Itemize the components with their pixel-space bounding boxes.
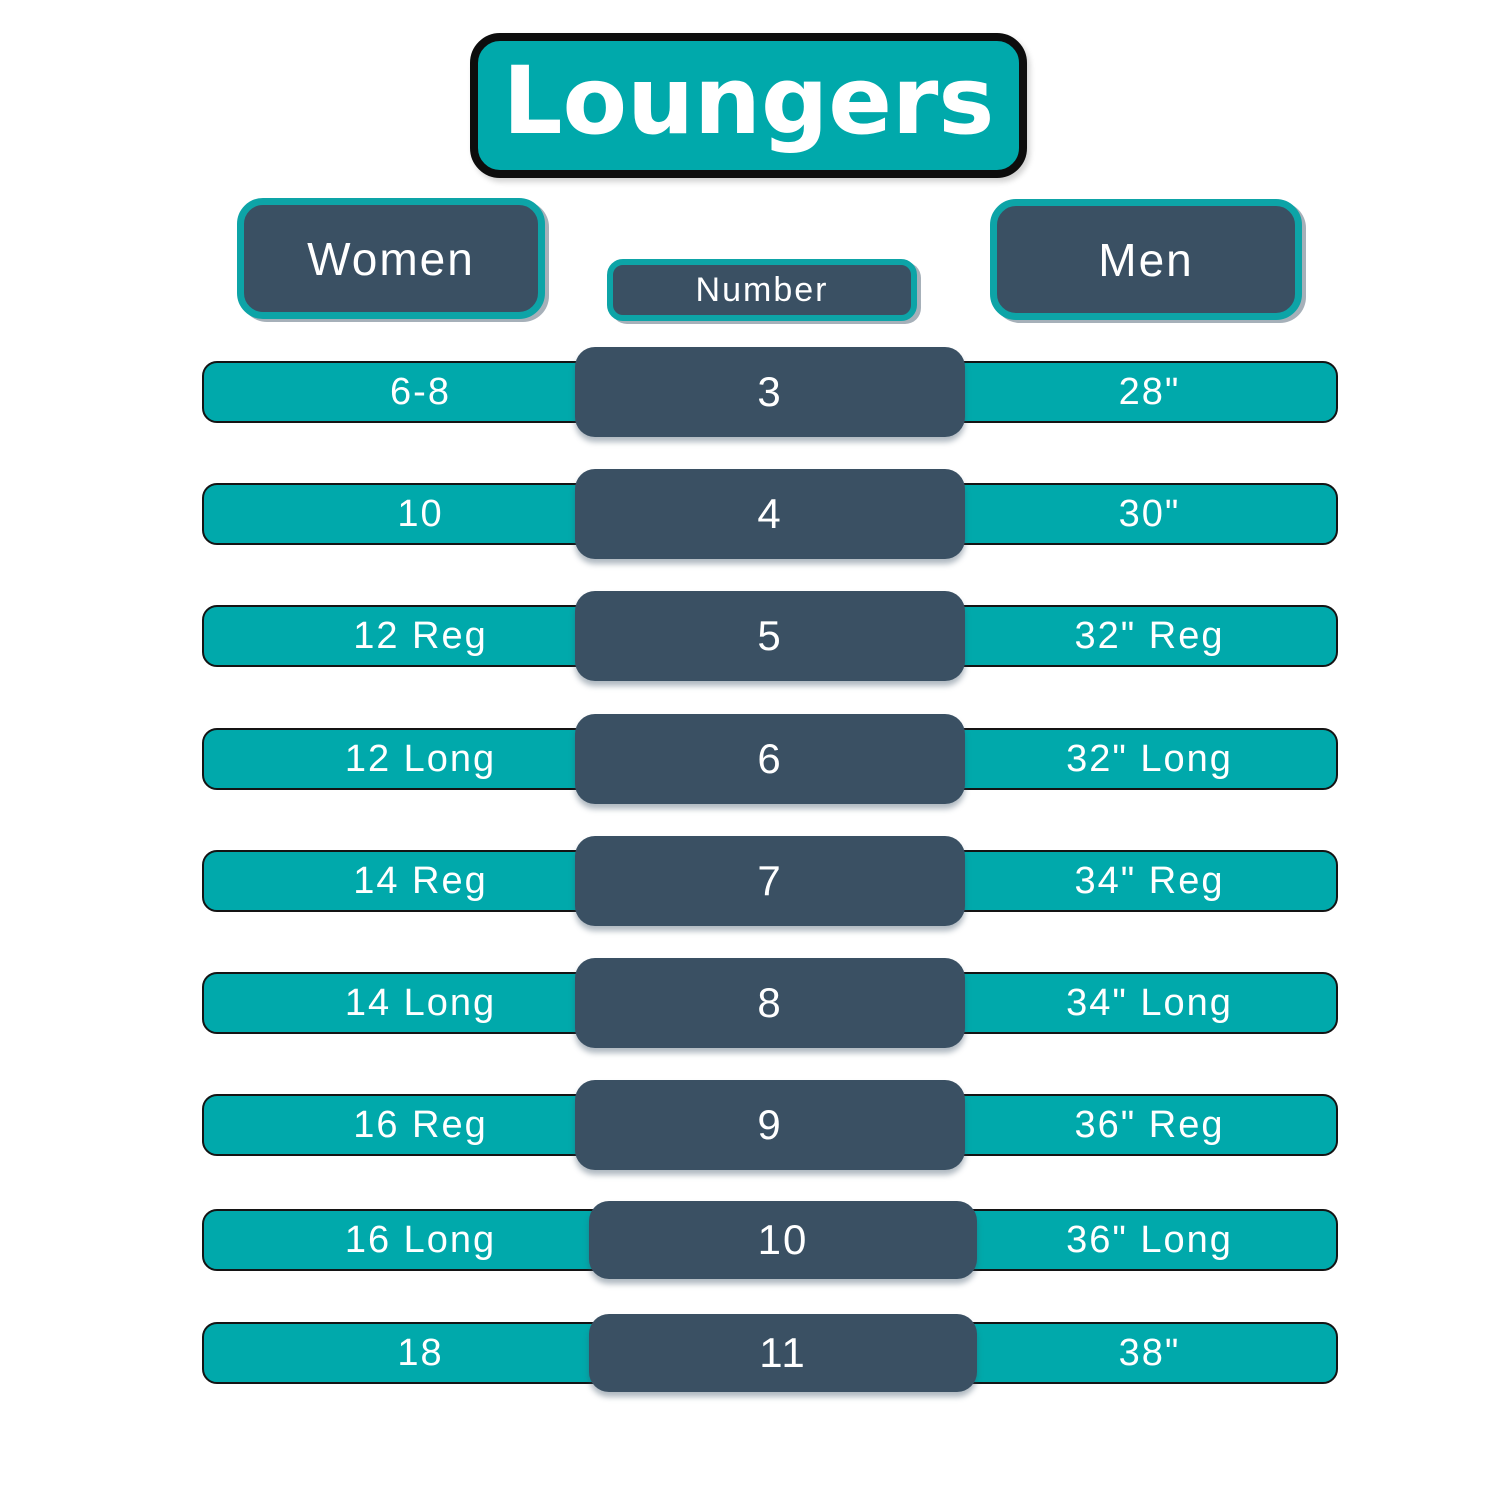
number-cell: 5 [575, 591, 965, 681]
women-size-cell: 10 [397, 492, 444, 535]
number-cell: 9 [575, 1080, 965, 1170]
men-size-cell: 34" Reg [1074, 859, 1225, 902]
table-row: 12 Reg 5 32" Reg [202, 591, 1338, 681]
column-header-women-label: Women [307, 232, 475, 285]
column-header-men: Men [990, 199, 1302, 320]
women-size-cell: 16 Reg [353, 1103, 488, 1146]
women-size-cell: 14 Long [344, 981, 497, 1024]
number-cell: 3 [575, 347, 965, 437]
men-size-cell: 32" Reg [1074, 614, 1225, 657]
women-size-cell: 6-8 [390, 370, 451, 413]
men-size-cell: 36" Long [1066, 1218, 1233, 1261]
number-cell: 10 [589, 1201, 977, 1279]
table-row: 12 Long 6 32" Long [202, 714, 1338, 804]
page-title: Loungers [502, 46, 995, 156]
men-size-cell: 36" Reg [1074, 1103, 1225, 1146]
column-header-number: Number [607, 259, 917, 321]
men-size-cell: 28" [1118, 370, 1181, 413]
men-size-cell: 30" [1118, 492, 1181, 535]
column-header-women: Women [237, 198, 545, 319]
men-size-cell: 38" [1118, 1331, 1181, 1374]
men-size-cell: 32" Long [1066, 737, 1233, 780]
title-badge: Loungers [470, 33, 1027, 178]
men-size-cell: 34" Long [1066, 981, 1233, 1024]
women-size-cell: 14 Reg [353, 859, 488, 902]
table-row: 14 Reg 7 34" Reg [202, 836, 1338, 926]
women-size-cell: 18 [397, 1331, 444, 1374]
women-size-cell: 12 Reg [353, 614, 488, 657]
number-cell: 11 [589, 1314, 977, 1392]
column-header-number-label: Number [695, 270, 829, 309]
number-cell: 7 [575, 836, 965, 926]
column-header-men-label: Men [1098, 233, 1194, 286]
women-size-cell: 12 Long [344, 737, 497, 780]
table-row: 16 Reg 9 36" Reg [202, 1080, 1338, 1170]
table-row: 18 11 38" [202, 1314, 1338, 1392]
table-row: 14 Long 8 34" Long [202, 958, 1338, 1048]
table-row: 10 4 30" [202, 469, 1338, 559]
women-size-cell: 16 Long [344, 1218, 497, 1261]
table-row: 16 Long 10 36" Long [202, 1201, 1338, 1279]
number-cell: 6 [575, 714, 965, 804]
number-cell: 4 [575, 469, 965, 559]
table-row: 6-8 3 28" [202, 347, 1338, 437]
number-cell: 8 [575, 958, 965, 1048]
